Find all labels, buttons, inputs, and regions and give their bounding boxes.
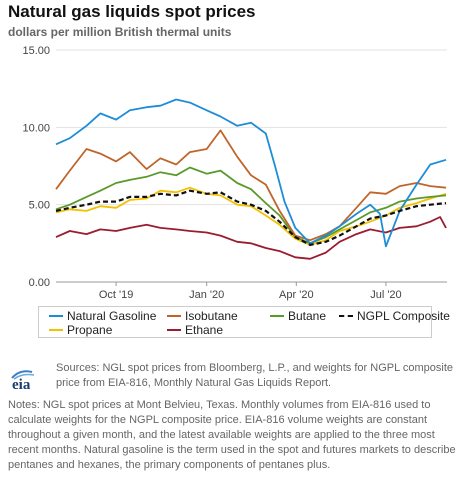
series-line-ngpl-composite (55, 189, 447, 246)
legend-swatch (270, 314, 284, 317)
series-line-butane (55, 166, 447, 245)
legend-swatch (49, 328, 63, 331)
legend-item-propane: Propane (49, 323, 112, 337)
y-tick-label: 15.00 (22, 45, 50, 57)
svg-text:eia: eia (12, 377, 31, 390)
series-line-natural-gasoline (55, 98, 447, 248)
x-tick-label: Oct '19 (99, 289, 134, 301)
legend-label: Ethane (185, 323, 224, 337)
x-tick-label: Jul '20 (370, 289, 401, 301)
x-tick-label: Jan '20 (189, 289, 224, 301)
legend-label: Butane (288, 309, 327, 323)
chart-title: Natural gas liquids spot prices (8, 2, 256, 21)
y-tick-label: 5.00 (29, 200, 50, 212)
legend-item-ngpl-composite: NGPL Composite (339, 309, 450, 323)
legend-swatch (167, 328, 181, 331)
legend-swatch (49, 314, 63, 317)
legend-swatch (339, 314, 353, 317)
x-tick-label: Apr '20 (279, 289, 314, 301)
eia-logo: eia (11, 370, 35, 390)
legend-item-isobutane: Isobutane (167, 309, 238, 323)
sources-note: Sources: NGL spot prices from Bloomberg,… (56, 362, 453, 389)
chart-subtitle: dollars per million British thermal unit… (8, 25, 232, 39)
y-tick-label: 10.00 (22, 122, 50, 134)
series-line-propane (55, 186, 447, 246)
line-chart: 0.00 5.00 10.00 15.00 Oct '19 Jan '20 Apr '20 J… (22, 45, 447, 301)
legend-label: Propane (67, 323, 113, 337)
chart-legend: Natural Gasoline Isobutane Butane NGPL Comp… (38, 306, 450, 338)
legend-label: Natural Gasoline (67, 309, 157, 323)
legend-label: NGPL Composite (357, 309, 450, 323)
series-line-ethane (55, 216, 447, 260)
notes-text: Notes: NGL spot prices at Mont Belvieu, … (8, 399, 456, 471)
series-line-isobutane (55, 129, 447, 242)
legend-swatch (167, 314, 181, 317)
legend-item-natural-gasoline: Natural Gasoline (49, 309, 156, 323)
legend-label: Isobutane (185, 309, 238, 323)
y-tick-label: 0.00 (29, 277, 50, 289)
legend-item-ethane: Ethane (167, 323, 223, 337)
legend-item-butane: Butane (270, 309, 326, 323)
